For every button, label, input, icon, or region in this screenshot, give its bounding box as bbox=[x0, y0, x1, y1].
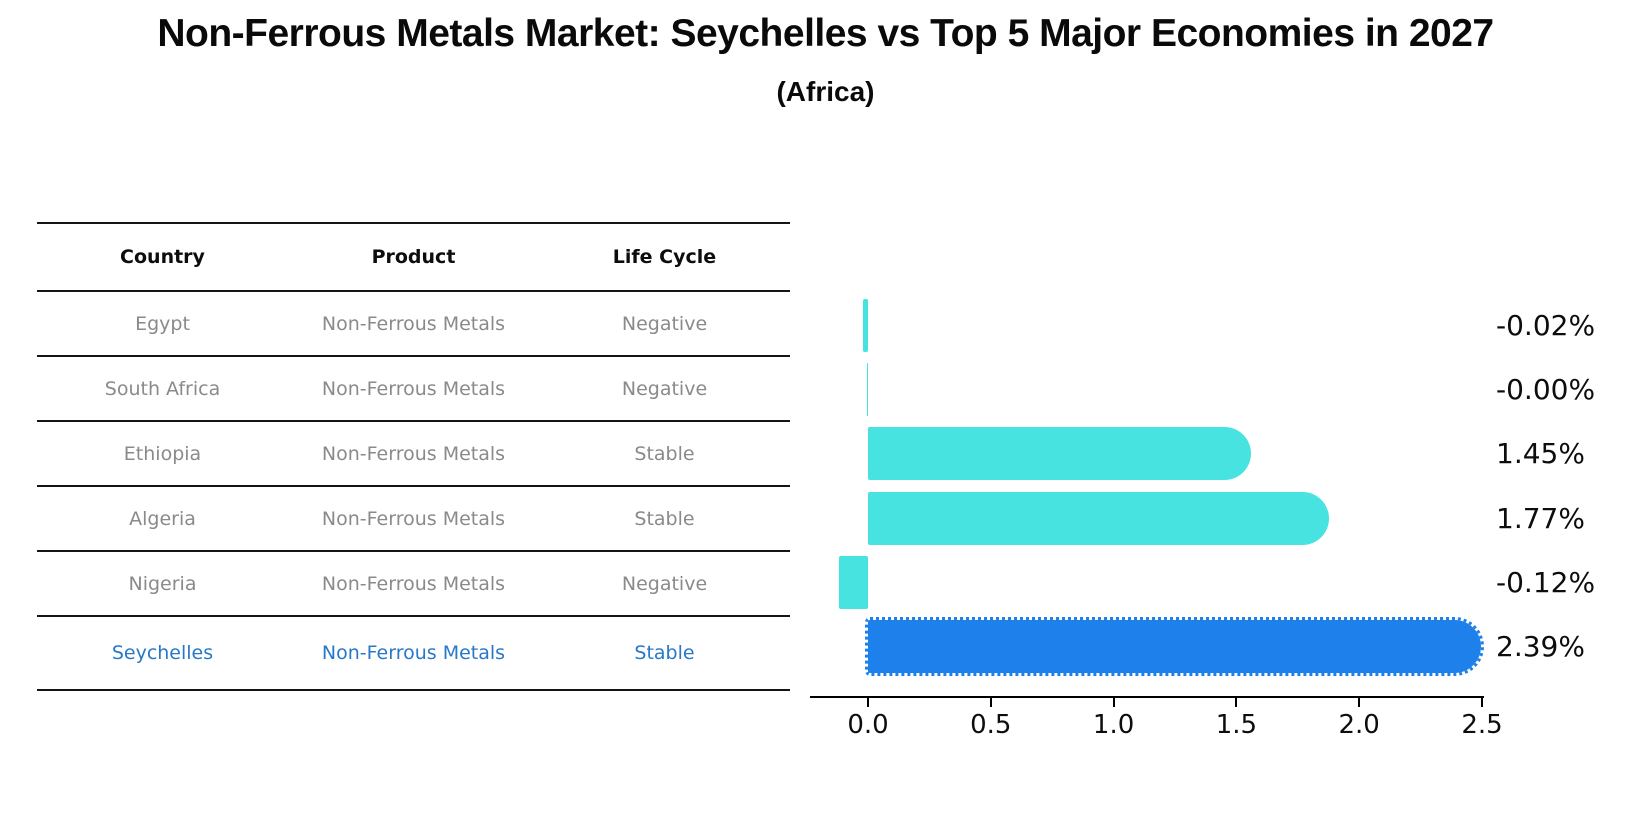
col-header-product: Product bbox=[371, 246, 456, 268]
x-tick-label: 1.0 bbox=[1092, 710, 1135, 740]
col-header-country: Country bbox=[120, 246, 205, 268]
x-axis-line bbox=[810, 696, 1484, 698]
bar-row: -0.00% bbox=[0, 362, 1651, 416]
cell-country: Egypt bbox=[135, 312, 190, 335]
page-title: Non-Ferrous Metals Market: Seychelles vs… bbox=[157, 12, 1494, 55]
cell-product: Non-Ferrous Metals bbox=[321, 442, 506, 465]
cell-life-cycle: Stable bbox=[634, 642, 695, 664]
bar-row: 1.45% bbox=[0, 427, 1651, 481]
bar-row: -0.02% bbox=[0, 298, 1651, 352]
cell-life-cycle: Stable bbox=[634, 507, 695, 530]
x-tick bbox=[1358, 698, 1361, 707]
bar-row: -0.12% bbox=[0, 555, 1651, 609]
x-tick bbox=[1481, 698, 1483, 707]
bar-value-label: -0.12% bbox=[1496, 565, 1596, 599]
bar-value-label: 2.39% bbox=[1496, 630, 1585, 664]
x-tick-label: 1.5 bbox=[1215, 710, 1258, 740]
bar bbox=[838, 555, 868, 609]
country-table: Country Product Life Cycle Egypt Non-Fer… bbox=[37, 222, 790, 691]
cell-product: Non-Ferrous Metals bbox=[321, 642, 506, 664]
col-header-life-cycle: Life Cycle bbox=[612, 246, 717, 268]
x-tick-label: 0.5 bbox=[970, 710, 1012, 740]
table-row-seychelles: Seychelles Non-Ferrous Metals Stable bbox=[37, 617, 790, 691]
bar bbox=[863, 298, 868, 352]
cell-life-cycle: Negative bbox=[621, 377, 708, 400]
bar bbox=[868, 491, 1330, 545]
bar bbox=[866, 362, 868, 416]
cell-life-cycle: Stable bbox=[634, 442, 695, 465]
cell-product: Non-Ferrous Metals bbox=[321, 377, 506, 400]
cell-product: Non-Ferrous Metals bbox=[321, 507, 506, 530]
table-row: South Africa Non-Ferrous Metals Negative bbox=[37, 357, 790, 422]
bar-value-label: 1.77% bbox=[1496, 501, 1585, 535]
bar-value-label: -0.00% bbox=[1496, 372, 1596, 406]
cell-country: South Africa bbox=[104, 377, 221, 400]
bar-seychelles bbox=[864, 617, 1485, 677]
table-row: Nigeria Non-Ferrous Metals Negative bbox=[37, 552, 790, 617]
table-row: Ethiopia Non-Ferrous Metals Stable bbox=[37, 422, 790, 487]
x-tick bbox=[867, 698, 869, 707]
x-tick-label: 2.5 bbox=[1461, 710, 1503, 740]
x-tick-label: 2.0 bbox=[1338, 710, 1380, 740]
x-tick bbox=[1112, 698, 1115, 707]
bar bbox=[868, 427, 1251, 481]
cell-product: Non-Ferrous Metals bbox=[321, 572, 506, 595]
bar-row: 1.77% bbox=[0, 491, 1651, 545]
bar-value-label: 1.45% bbox=[1496, 437, 1585, 471]
x-tick bbox=[989, 698, 992, 707]
x-tick bbox=[1235, 698, 1238, 707]
cell-country: Nigeria bbox=[128, 572, 197, 595]
cell-country: Seychelles bbox=[111, 642, 214, 664]
table-row: Algeria Non-Ferrous Metals Stable bbox=[37, 487, 790, 552]
cell-country: Algeria bbox=[129, 507, 196, 530]
cell-life-cycle: Negative bbox=[621, 312, 708, 335]
cell-country: Ethiopia bbox=[123, 442, 202, 465]
bar-value-label: -0.02% bbox=[1496, 308, 1596, 342]
bar-row: 2.39% bbox=[0, 617, 1651, 677]
page-subtitle: (Africa) bbox=[776, 76, 875, 107]
cell-product: Non-Ferrous Metals bbox=[321, 312, 506, 335]
table-header-row: Country Product Life Cycle bbox=[37, 224, 790, 292]
x-tick-label: 0.0 bbox=[847, 710, 889, 740]
table-row: Egypt Non-Ferrous Metals Negative bbox=[37, 292, 790, 357]
cell-life-cycle: Negative bbox=[621, 572, 708, 595]
